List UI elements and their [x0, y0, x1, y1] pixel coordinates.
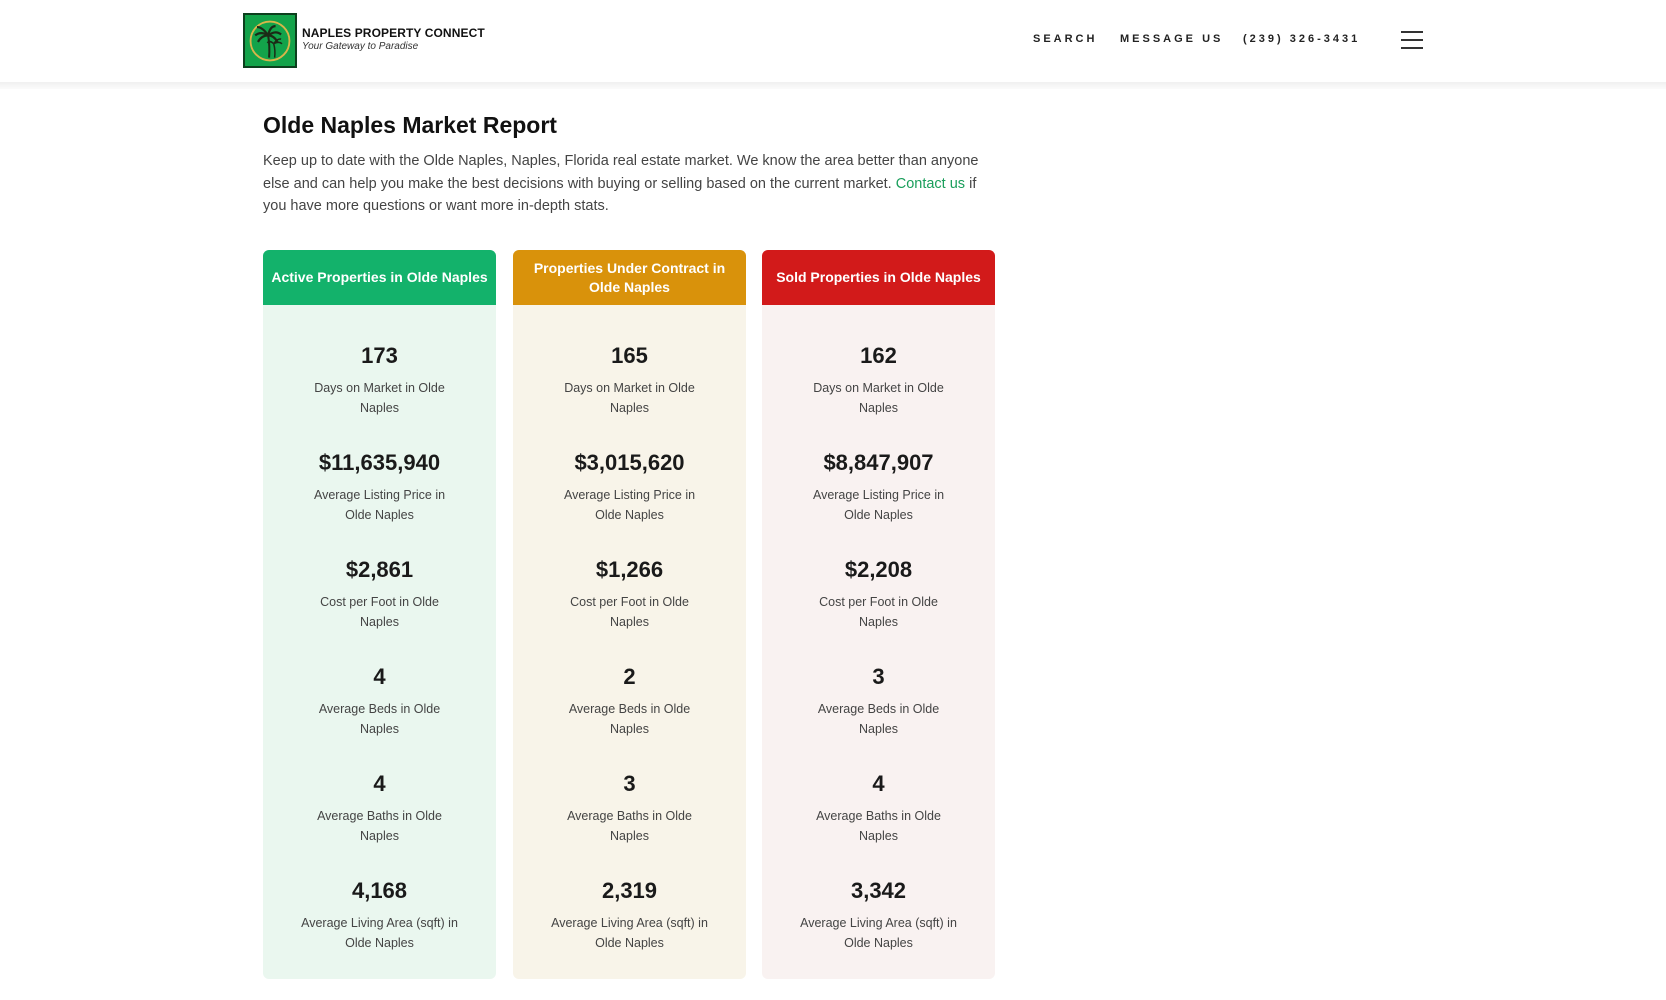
stat-block: $3,015,620 Average Listing Price in Olde …: [513, 449, 746, 525]
stat-label: Cost per Foot in Olde Naples: [320, 595, 439, 629]
stat-value: 4: [872, 771, 885, 796]
nav-search-link[interactable]: SEARCH: [1033, 33, 1098, 45]
stat-block: 165 Days on Market in Olde Naples: [513, 342, 746, 418]
stat-label: Days on Market in Olde Naples: [564, 381, 695, 415]
active-properties-card: Active Properties in Olde Naples 173 Days …: [263, 250, 496, 979]
stat-value: 2: [623, 664, 636, 689]
stat-value: $2,861: [345, 557, 414, 582]
stat-label: Average Living Area (sqft) in Olde Naple…: [301, 916, 458, 950]
stat-label: Average Beds in Olde Naples: [318, 702, 441, 736]
stat-label: Average Listing Price in Olde Naples: [563, 488, 696, 522]
stat-value: 3: [623, 771, 636, 796]
stat-label: Average Living Area (sqft) in Olde Naple…: [551, 916, 708, 950]
stat-label: Average Beds in Olde Naples: [817, 702, 940, 736]
stat-label: Average Listing Price in Olde Naples: [313, 488, 446, 522]
contact-us-link[interactable]: Contact us: [895, 175, 966, 192]
sold-properties-card: Sold Properties in Olde Naples 162 Days on…: [762, 250, 995, 979]
under-contract-card: Properties Under Contract in Olde Naples…: [513, 250, 746, 979]
brand-name[interactable]: NAPLES PROPERTY CONNECT: [302, 26, 485, 40]
stat-value: 4: [373, 664, 386, 689]
stat-block: $8,847,907 Average Listing Price in Olde …: [762, 449, 995, 525]
stat-value: 3,342: [850, 878, 907, 903]
stat-block: 4 Average Baths in Olde Naples: [762, 770, 995, 846]
stat-block: $2,861 Cost per Foot in Olde Naples: [263, 556, 496, 632]
nav-phone-link[interactable]: (239) 326-3431: [1243, 33, 1361, 45]
stat-block: 2 Average Beds in Olde Naples: [513, 663, 746, 739]
stat-value: $8,847,907: [823, 450, 934, 475]
stat-block: 4,168 Average Living Area (sqft) in Olde …: [263, 877, 496, 953]
stat-value: 4,168: [351, 878, 408, 903]
stat-label: Average Baths in Olde Naples: [567, 809, 692, 843]
stat-value: $2,208: [844, 557, 913, 582]
stat-value: 162: [860, 343, 897, 368]
stat-block: 173 Days on Market in Olde Naples: [263, 342, 496, 418]
stat-label: Average Baths in Olde Naples: [317, 809, 442, 843]
intro-paragraph: Keep up to date with the Olde Naples, Na…: [263, 150, 983, 218]
stat-block: $1,266 Cost per Foot in Olde Naples: [513, 556, 746, 632]
card-title: Sold Properties in Olde Naples: [762, 250, 995, 305]
brand-tagline: Your Gateway to Paradise: [302, 41, 419, 52]
site-header: NAPLES PROPERTY CONNECT Your Gateway to …: [0, 0, 1666, 82]
stat-label: Days on Market in Olde Naples: [813, 381, 944, 415]
stat-label: Average Baths in Olde Naples: [816, 809, 941, 843]
stat-block: $11,635,940 Average Listing Price in Olde…: [263, 449, 496, 525]
stat-value: $3,015,620: [574, 450, 685, 475]
stat-label: Days on Market in Olde Naples: [314, 381, 445, 415]
intro-text: Keep up to date with the Olde Naples, Na…: [263, 153, 979, 192]
stat-value: 3: [872, 664, 885, 689]
stat-value: $11,635,940: [318, 450, 441, 475]
stat-block: 3,342 Average Living Area (sqft) in Olde …: [762, 877, 995, 953]
stat-value: 2,319: [601, 878, 658, 903]
stat-label: Cost per Foot in Olde Naples: [819, 595, 938, 629]
hamburger-menu-icon[interactable]: [1401, 31, 1423, 49]
stat-label: Average Beds in Olde Naples: [568, 702, 691, 736]
intro-tail: if you have more questions or want more …: [263, 175, 977, 215]
stat-block: 162 Days on Market in Olde Naples: [762, 342, 995, 418]
stat-label: Average Living Area (sqft) in Olde Naple…: [800, 916, 957, 950]
stat-block: 4 Average Baths in Olde Naples: [263, 770, 496, 846]
nav-message-link[interactable]: MESSAGE US: [1120, 33, 1224, 45]
stat-block: 4 Average Beds in Olde Naples: [263, 663, 496, 739]
palm-tree-icon[interactable]: [243, 13, 297, 68]
stat-label: Cost per Foot in Olde Naples: [570, 595, 689, 629]
stat-label: Average Listing Price in Olde Naples: [812, 488, 945, 522]
stat-block: 3 Average Baths in Olde Naples: [513, 770, 746, 846]
stat-value: $1,266: [595, 557, 664, 582]
card-title: Properties Under Contract in Olde Naples: [513, 250, 746, 305]
card-title: Active Properties in Olde Naples: [263, 250, 496, 305]
stat-block: 3 Average Beds in Olde Naples: [762, 663, 995, 739]
page-title: Olde Naples Market Report: [263, 112, 557, 138]
stat-block: 2,319 Average Living Area (sqft) in Olde …: [513, 877, 746, 953]
stat-value: 165: [611, 343, 648, 368]
stat-value: 173: [361, 343, 398, 368]
stat-block: $2,208 Cost per Foot in Olde Naples: [762, 556, 995, 632]
stat-value: 4: [373, 771, 386, 796]
header-divider: [0, 82, 1666, 89]
